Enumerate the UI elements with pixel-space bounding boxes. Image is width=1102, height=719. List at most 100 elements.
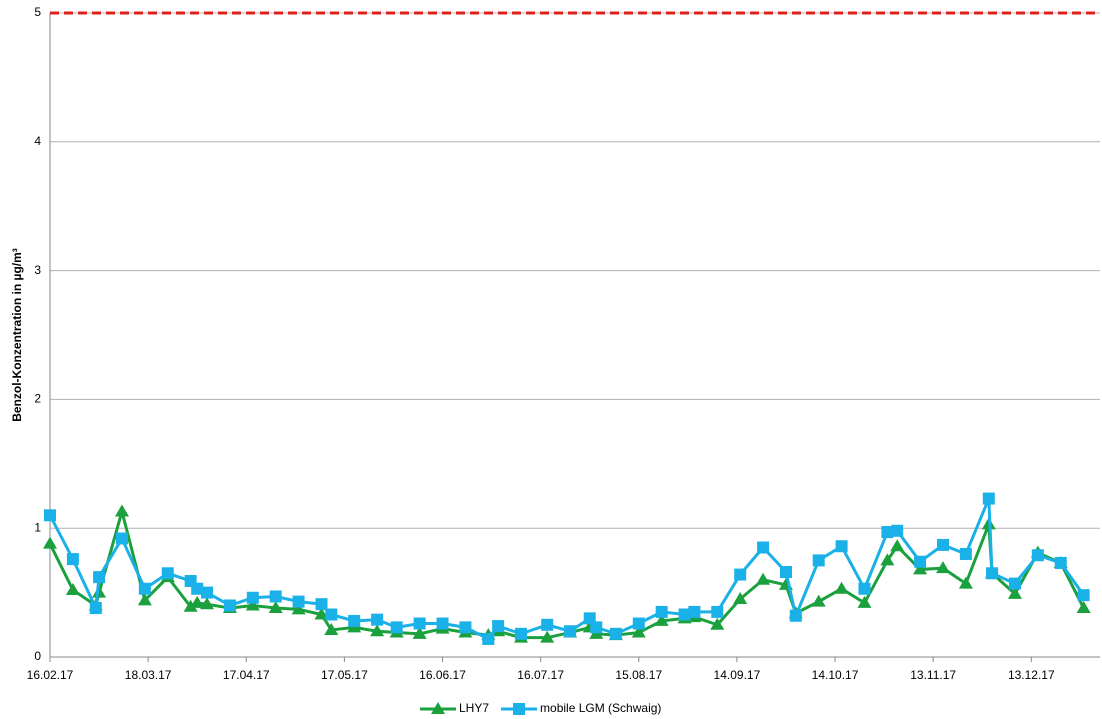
marker [513, 703, 526, 715]
marker [564, 625, 577, 638]
marker [632, 617, 645, 630]
marker [370, 624, 385, 637]
marker [958, 576, 973, 589]
marker [1031, 549, 1044, 562]
marker [324, 622, 339, 635]
marker [245, 598, 260, 611]
marker [291, 602, 306, 615]
marker [891, 524, 904, 537]
marker [1076, 601, 1091, 614]
marker [114, 504, 129, 517]
legend-label: LHY7 [459, 701, 489, 715]
marker [834, 581, 849, 594]
marker [734, 568, 747, 581]
marker [412, 626, 427, 639]
marker [390, 621, 403, 634]
marker [757, 541, 770, 554]
marker [115, 532, 128, 545]
marker [654, 613, 669, 626]
marker [459, 621, 472, 634]
marker [1007, 586, 1022, 599]
y-tick-label: 2 [34, 392, 41, 406]
marker [655, 605, 668, 618]
marker [914, 555, 927, 568]
x-tick-label: 15.08.17 [615, 668, 662, 682]
marker [43, 536, 57, 549]
marker [541, 618, 554, 631]
marker [492, 620, 505, 633]
marker [959, 547, 972, 560]
marker [292, 595, 305, 608]
marker [789, 609, 802, 622]
marker [711, 605, 724, 618]
marker [1077, 589, 1090, 602]
x-tick-label: 14.09.17 [714, 668, 761, 682]
marker [835, 540, 848, 553]
marker [325, 608, 338, 621]
marker [161, 567, 174, 580]
series-line [48, 505, 1085, 640]
marker [1054, 556, 1067, 569]
marker [65, 583, 80, 596]
y-tick-label: 5 [34, 5, 41, 19]
x-tick-label: 16.02.17 [27, 668, 74, 682]
x-tick-label: 18.03.17 [125, 668, 172, 682]
marker [857, 595, 872, 608]
y-tick-label: 1 [34, 520, 41, 534]
marker [515, 627, 528, 640]
marker [890, 539, 905, 552]
marker [371, 613, 384, 626]
marker [190, 595, 205, 608]
legend-label: mobile LGM (Schwaig) [540, 701, 661, 715]
x-tick-label: 17.05.17 [321, 668, 368, 682]
marker [269, 590, 282, 603]
marker [936, 538, 949, 551]
marker [89, 602, 102, 615]
legend-item: LHY7 [420, 701, 489, 715]
x-tick-label: 16.06.17 [419, 668, 466, 682]
marker [678, 608, 691, 621]
marker [268, 601, 283, 614]
marker [812, 554, 825, 567]
marker [858, 582, 871, 595]
y-axis-label: Benzol-Konzentration in µg/m³ [10, 248, 24, 422]
marker [92, 585, 107, 598]
marker [246, 591, 259, 604]
y-tick-label: 3 [34, 263, 41, 277]
marker [315, 598, 328, 611]
marker [436, 617, 449, 630]
marker [710, 617, 725, 630]
marker [66, 553, 79, 566]
marker [93, 571, 106, 584]
marker [138, 582, 151, 595]
marker [44, 509, 56, 522]
marker [779, 565, 792, 578]
marker [986, 567, 999, 580]
marker [183, 599, 198, 612]
marker [431, 702, 445, 714]
marker [348, 614, 361, 627]
marker [482, 632, 495, 645]
marker [583, 612, 596, 625]
marker [137, 593, 152, 606]
x-tick-label: 16.07.17 [517, 668, 564, 682]
marker [200, 597, 215, 610]
marker [413, 617, 426, 630]
marker [880, 553, 895, 566]
marker [733, 592, 748, 605]
x-tick-label: 13.11.17 [910, 668, 956, 682]
marker [913, 562, 928, 575]
marker [982, 492, 995, 505]
marker [314, 607, 329, 620]
marker [935, 561, 950, 574]
marker [881, 526, 894, 539]
x-tick-label: 17.04.17 [223, 668, 270, 682]
marker [631, 625, 646, 638]
x-tick-label: 13.12.17 [1008, 668, 1055, 682]
marker [201, 586, 214, 599]
marker [590, 621, 603, 634]
legend-item: mobile LGM (Schwaig) [501, 701, 661, 715]
marker [811, 594, 826, 607]
marker [609, 627, 622, 640]
marker [223, 599, 236, 612]
